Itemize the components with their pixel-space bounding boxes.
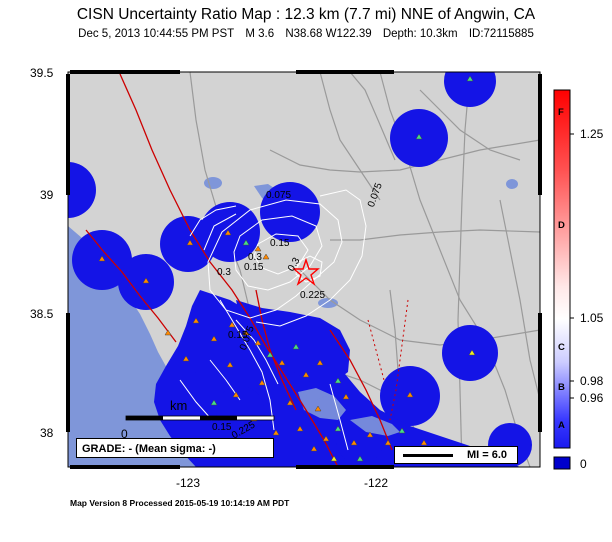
mi-legend-line	[403, 454, 453, 457]
contour-label: 0.15	[212, 422, 232, 433]
colorbar-zero-swatch	[553, 456, 571, 470]
lat-label-39-5: 39.5	[30, 66, 54, 80]
mi-legend: MI = 6.0	[394, 446, 518, 464]
footer-version: Map Version 8 Processed 2015-05-19 10:14…	[70, 498, 290, 508]
colorbar-label-0-98: 0.98	[580, 374, 604, 388]
frame-ticks	[66, 70, 542, 469]
event-info-line: Dec 5, 2013 10:44:55 PM PST M 3.6 N38.68…	[0, 28, 612, 40]
lake	[204, 177, 222, 189]
event-location: N38.68 W122.39	[285, 28, 372, 40]
scale-unit-label: km	[170, 398, 188, 413]
grade-letter-f: F	[558, 107, 564, 118]
contour-label: 0.15	[270, 238, 290, 249]
contour-label: 0.15	[244, 262, 264, 273]
km-scale-bar	[125, 415, 275, 421]
map-body	[68, 72, 540, 467]
event-date: Dec 5, 2013 10:44:55 PM PST	[78, 28, 235, 40]
bay-water	[350, 416, 400, 436]
lake	[506, 179, 518, 189]
lat-label-38: 38	[40, 426, 54, 440]
grade-letter-d: D	[558, 220, 565, 231]
stations	[98, 75, 476, 462]
contour-label: 0.15	[228, 330, 248, 341]
lat-label-38-5: 38.5	[30, 307, 54, 321]
contour-label: 0.225	[300, 290, 326, 301]
contour-label: 0.3	[217, 267, 231, 278]
grade-box: GRADE: - (Mean sigma: -)	[76, 438, 274, 458]
event-id: ID:72115885	[468, 28, 534, 40]
contour-label: 0.3	[248, 252, 262, 263]
colorbar-label-0: 0	[580, 457, 587, 471]
grade-letter-a: A	[558, 420, 565, 431]
scale-start-label: 0	[121, 427, 128, 441]
contour-label: 0.075	[266, 190, 292, 201]
bay-water	[298, 388, 346, 420]
event-magnitude: M 3.6	[245, 28, 275, 40]
grade-letter-b: B	[558, 382, 565, 393]
lat-label-39: 39	[40, 188, 54, 202]
colorbar-label-1-05: 1.05	[580, 311, 604, 325]
fault-lines	[85, 73, 393, 467]
map-title: CISN Uncertainty Ratio Map : 12.3 km (7.…	[76, 6, 536, 23]
lon-label-122: -122	[364, 476, 389, 490]
contour-lines	[179, 189, 367, 451]
epicenter-star	[292, 257, 320, 286]
event-depth: Depth: 10.3km	[382, 28, 458, 40]
colorbar-gradient	[553, 89, 571, 449]
colorbar-label-1-25: 1.25	[580, 127, 604, 141]
colorbar-label-0-96: 0.96	[580, 391, 604, 405]
colorbar-ticks	[570, 133, 574, 399]
lake	[318, 298, 338, 308]
fault-lines-dotted	[367, 299, 409, 421]
mi-legend-text: MI = 6.0	[467, 449, 508, 461]
grade-letter-c: C	[558, 342, 565, 353]
lon-label-123: -123	[176, 476, 201, 490]
